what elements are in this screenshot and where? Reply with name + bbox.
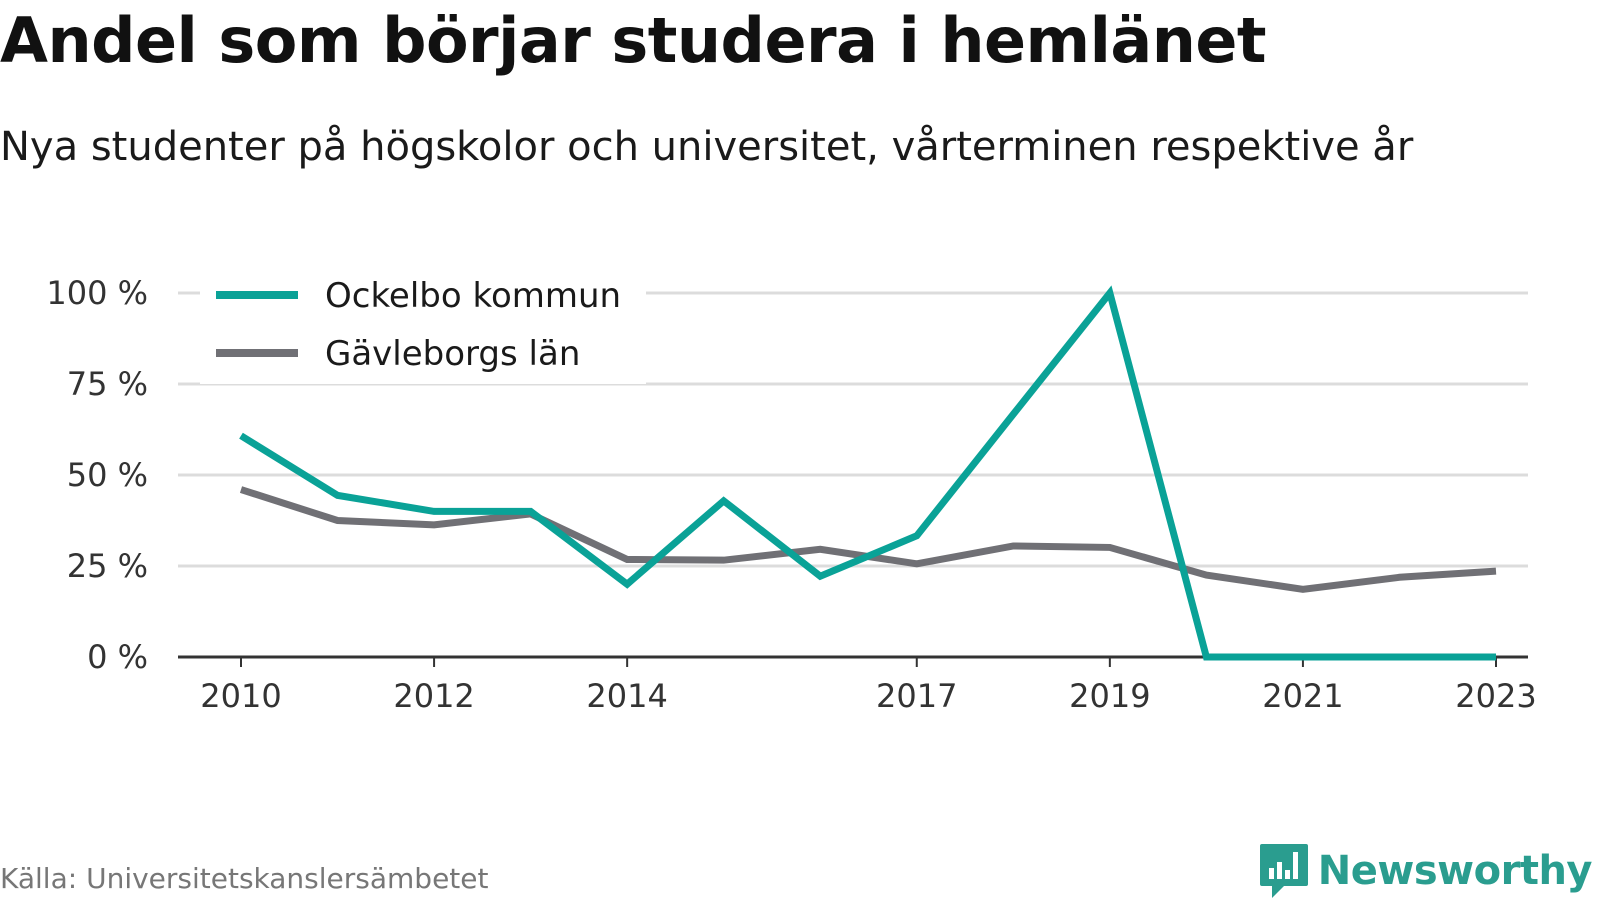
legend-label: Ockelbo kommun: [325, 276, 621, 316]
y-tick-label: 0 %: [87, 638, 148, 676]
y-tick-label: 100 %: [46, 274, 148, 312]
y-tick-label: 25 %: [67, 547, 148, 585]
chart-bubble-icon: [1259, 844, 1308, 898]
series-lines: [239, 285, 1497, 661]
brand-logo: Newsworthy: [1258, 842, 1593, 900]
source-note: Källa: Universitetskanslersämbetet: [0, 862, 489, 895]
chart-subtitle: Nya studenter på högskolor och universit…: [0, 124, 1414, 170]
chart-title: Andel som börjar studera i hemlänet: [0, 4, 1267, 77]
series-line: [239, 486, 1497, 593]
series-line: [239, 285, 1496, 661]
x-tick-label: 2010: [200, 677, 281, 715]
x-axis: 2010 2012 2014 2017 2019 2021 2023: [178, 655, 1537, 715]
legend-label: Gävleborgs län: [325, 334, 580, 374]
x-tick-label: 2017: [876, 677, 957, 715]
x-tick-label: 2012: [393, 677, 474, 715]
x-tick-label: 2014: [586, 677, 667, 715]
x-tick-label: 2023: [1455, 677, 1536, 715]
y-tick-label: 75 %: [67, 365, 148, 403]
y-tick-label: 50 %: [67, 456, 148, 494]
brand-name: Newsworthy: [1317, 848, 1593, 894]
y-axis: 0 % 25 % 50 % 75 % 100 %: [46, 274, 148, 676]
x-tick-label: 2019: [1069, 677, 1150, 715]
x-tick-label: 2021: [1262, 677, 1343, 715]
legend: Ockelbo kommun Gävleborgs län: [200, 262, 646, 384]
legend-background: [200, 262, 646, 384]
